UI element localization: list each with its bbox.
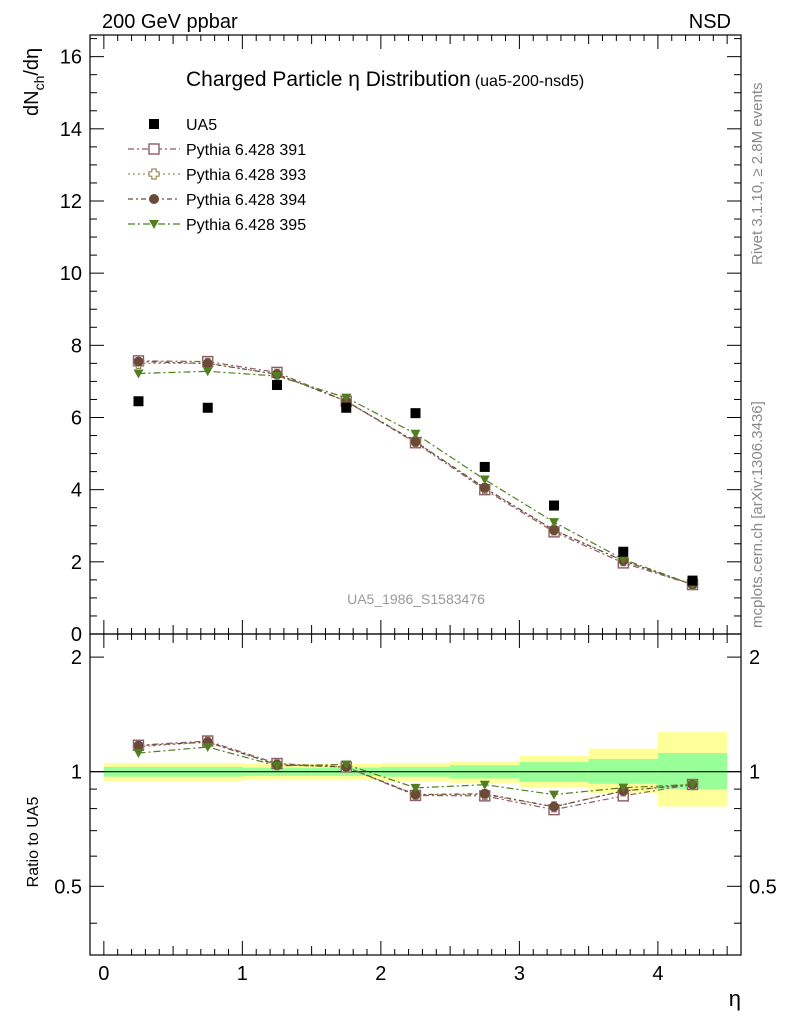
data-point: [341, 402, 352, 413]
chart-title: Charged Particle η Distribution (ua5-200-…: [186, 68, 584, 91]
header-right: NSD: [689, 11, 731, 33]
x-tick-label: 4: [652, 963, 663, 985]
legend-label: UA5: [186, 117, 217, 134]
ratio-point: [549, 790, 560, 800]
y-tick-label: 4: [71, 480, 82, 502]
x-tick-label: 3: [514, 963, 525, 985]
legend-marker: [148, 143, 160, 155]
ratio-tick-label: 0.5: [54, 876, 82, 898]
series-point: [549, 525, 560, 536]
analysis-watermark: UA5_1986_S1583476: [347, 591, 485, 607]
data-point: [202, 402, 213, 413]
series-line: [138, 360, 693, 586]
series-point: [202, 358, 213, 369]
ratio-tick-label: 2: [749, 647, 760, 669]
legend-marker: [149, 194, 159, 204]
x-tick-label: 2: [375, 963, 386, 985]
y-tick-label: 12: [60, 191, 82, 213]
y-tick-label: 2: [71, 552, 82, 574]
ratio-panel-frame: [89, 633, 742, 956]
chart-title-main: Charged Particle η Distribution: [186, 68, 471, 91]
ratio-tick-label: 2: [71, 647, 82, 669]
data-point: [687, 575, 698, 586]
series-point: [479, 475, 490, 485]
series-point: [341, 393, 352, 403]
legend-label: Pythia 6.428 395: [186, 217, 306, 234]
ratio-point: [133, 740, 144, 751]
x-tick-label: 0: [98, 963, 109, 985]
y-axis-label: dNch/dη: [21, 48, 47, 116]
ratio-point: [133, 749, 144, 759]
legend-label: Pythia 6.428 394: [186, 192, 306, 209]
series-point: [618, 555, 629, 565]
series-point: [410, 429, 421, 439]
y-tick-label: 16: [60, 47, 82, 69]
y-tick-label: 0: [71, 624, 82, 646]
data-point: [618, 546, 629, 557]
ratio-point: [202, 743, 213, 753]
y-tick-label: 14: [60, 119, 82, 141]
ratio-series-line: [138, 740, 693, 811]
legend-label: Pythia 6.428 391: [186, 142, 306, 159]
ratio-point: [410, 789, 421, 800]
series-line: [138, 370, 693, 586]
legend-marker: [149, 220, 159, 229]
ratio-axis-label: Ratio to UA5: [25, 797, 42, 888]
chart-title-sub: (ua5-200-nsd5): [475, 73, 584, 90]
ratio-point: [479, 788, 490, 799]
ratio-point: [271, 761, 282, 771]
series-point: [133, 369, 144, 379]
y-tick-label: 8: [71, 335, 82, 357]
legend-marker: [148, 168, 160, 180]
series-point: [479, 482, 490, 493]
header-left: 200 GeV ppbar: [102, 11, 238, 33]
ratio-point: [549, 801, 560, 812]
legend: UA5 Pythia 6.428 391 Pythia 6.428 393 Pythi…: [128, 117, 306, 234]
ratio-point: [341, 760, 352, 770]
ratio-point: [479, 780, 490, 790]
series-point: [202, 367, 213, 377]
ratio-tick-label: 1: [749, 762, 760, 784]
series-point: [133, 356, 144, 367]
data-marks: [132, 355, 699, 816]
data-point: [479, 461, 490, 472]
ratio-series-line: [138, 746, 693, 796]
x-axis-label: η: [729, 986, 741, 1011]
rivet-text: Rivet 3.1.10, ≥ 2.8M events: [749, 83, 766, 266]
ratio-tick-label: 0.5: [749, 876, 777, 898]
x-tick-label: 1: [237, 963, 248, 985]
data-point: [271, 380, 282, 391]
ratio-point: [687, 780, 698, 790]
legend-marker: [149, 119, 159, 129]
mcplots-text: mcplots.cern.ch [arXiv:1306.3436]: [749, 401, 766, 628]
ratio-tick-label: 1: [71, 762, 82, 784]
y-tick-label: 10: [60, 263, 82, 285]
y-tick-label: 6: [71, 407, 82, 429]
ratio-point: [410, 783, 421, 793]
legend-label: Pythia 6.428 393: [186, 167, 306, 184]
series-line: [138, 360, 693, 586]
data-point: [549, 500, 560, 511]
data-point: [410, 408, 421, 419]
series-point: [410, 436, 421, 447]
data-point: [133, 396, 144, 407]
series-point: [271, 371, 282, 381]
series-point: [549, 518, 560, 528]
ratio-point: [618, 783, 629, 793]
